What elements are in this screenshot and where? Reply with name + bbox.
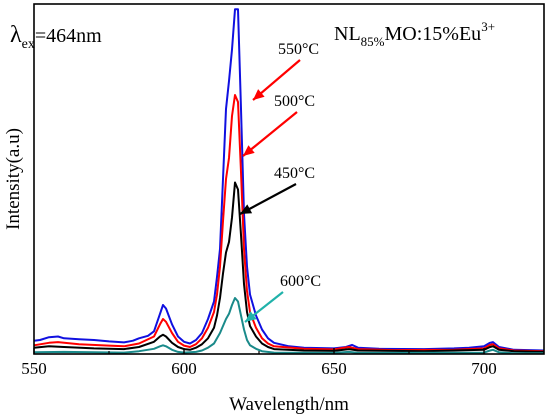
- series-line-600-c: [33, 297, 544, 355]
- excitation-annotation: λex=464nm: [10, 22, 102, 52]
- sample-prefix: NL: [334, 23, 361, 45]
- sample-middle: MO:15%Eu: [385, 23, 482, 45]
- arrow-head-450-c: [240, 204, 253, 214]
- series-label-500-c: 500°C: [274, 93, 315, 110]
- x-tick-label: 550: [21, 359, 47, 378]
- x-tick-label: 600: [171, 359, 197, 378]
- sample-superscript: 3+: [481, 19, 495, 34]
- series-line-500-c: [33, 94, 545, 353]
- arrow-500-c: [242, 111, 298, 157]
- series-layer: [33, 8, 545, 355]
- x-tick-label: 700: [471, 359, 497, 378]
- arrow-head-550-c: [253, 89, 265, 100]
- excitation-value: =464nm: [35, 25, 102, 47]
- arrow-head-600-c: [245, 311, 257, 322]
- series-line-450-c: [33, 181, 545, 353]
- arrow-head-500-c: [243, 145, 255, 156]
- x-ticks: 550 600 650 700: [21, 348, 497, 378]
- sample-subscript: 85%: [361, 34, 385, 49]
- sample-annotation: NL85%MO:15%Eu3+: [334, 19, 495, 49]
- plot-frame: [33, 3, 545, 355]
- x-tick-label: 650: [321, 359, 347, 378]
- y-axis-label: Intensity(a.u): [3, 128, 24, 230]
- x-axis-label: Wavelength/nm: [229, 394, 349, 415]
- series-label-550-c: 550°C: [278, 41, 319, 58]
- series-label-600-c: 600°C: [280, 273, 321, 290]
- lambda-subscript: ex: [22, 37, 35, 52]
- series-labels: 550°C 500°C 450°C 600°C: [239, 41, 321, 323]
- lambda-symbol: λ: [10, 22, 22, 48]
- series-label-450-c: 450°C: [274, 165, 315, 182]
